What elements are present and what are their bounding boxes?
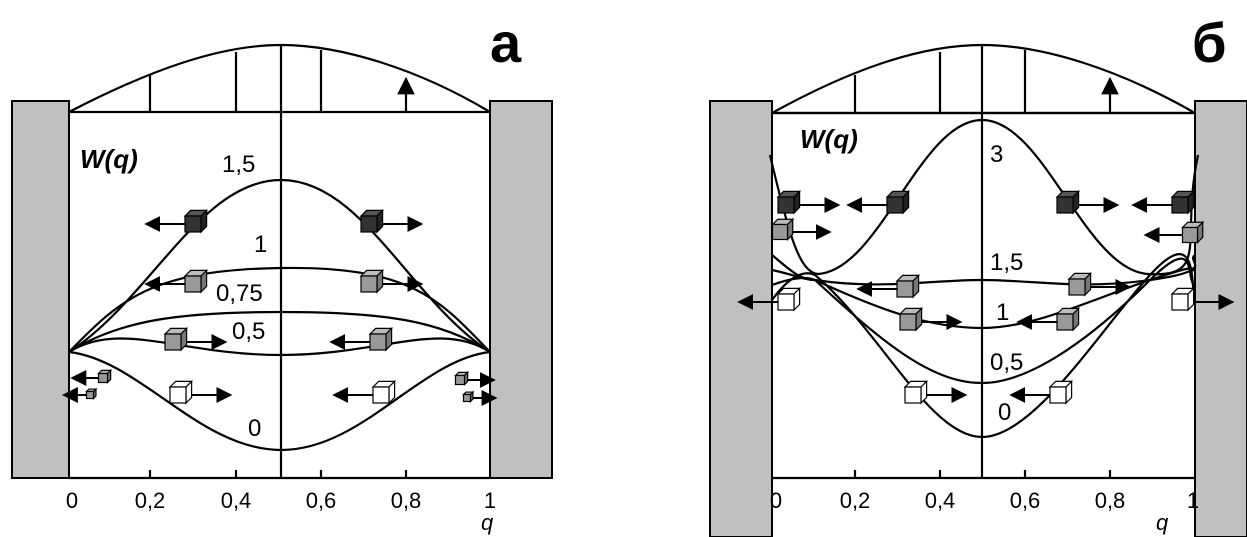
panel-letter: б (1192, 11, 1227, 74)
cube (886, 196, 904, 214)
x-tick-label: 0,4 (925, 488, 956, 513)
x-tick-label: 0,2 (135, 488, 166, 513)
wall (1194, 100, 1247, 537)
cube (1181, 226, 1199, 244)
cube (777, 293, 795, 311)
ticks (853, 470, 1112, 478)
y-label: W(q) (80, 144, 138, 174)
wall (709, 100, 773, 537)
ticks (148, 470, 408, 478)
wall (11, 100, 70, 479)
x-tick-label: 0 (66, 488, 78, 513)
cube (372, 386, 390, 404)
cube (462, 393, 472, 403)
curve-label: 1,5 (222, 151, 255, 178)
wall (489, 100, 553, 479)
cube (1171, 293, 1189, 311)
x-label: q (1156, 510, 1169, 535)
x-tick-label: 0 (770, 488, 782, 513)
cube (184, 215, 202, 233)
x-label: q (481, 510, 494, 535)
cube (771, 223, 789, 241)
curve (68, 266, 491, 353)
panel-letter: а (490, 11, 522, 74)
x-tick-label: 0,8 (391, 488, 422, 513)
cube (85, 390, 95, 400)
x-tick-label: 1 (484, 488, 496, 513)
curve-label: 1 (996, 299, 1009, 326)
cube (899, 313, 917, 331)
x-tick-label: 0,8 (1095, 488, 1126, 513)
cube (184, 275, 202, 293)
cube (369, 333, 387, 351)
curve-label: 1,5 (990, 249, 1023, 276)
cube (1171, 196, 1189, 214)
cube (360, 215, 378, 233)
curve-label: 0 (248, 415, 261, 442)
x-tick-label: 0,6 (1010, 488, 1041, 513)
envelope (68, 43, 491, 113)
cube (896, 280, 914, 298)
cube (169, 386, 187, 404)
envelope-arrows (148, 50, 406, 112)
cube (360, 275, 378, 293)
cube (1049, 386, 1067, 404)
cube (97, 372, 109, 384)
x-tick-label: 1 (1187, 488, 1199, 513)
frame (69, 45, 490, 480)
curve-label: 0,5 (990, 349, 1023, 376)
curve (68, 350, 491, 452)
cube (1068, 278, 1086, 296)
panel-b: б W(q) q 3 1,5 1 0,5 0 (709, 11, 1247, 537)
curve (68, 310, 491, 353)
curve (68, 337, 491, 357)
x-tick-label: 0,6 (306, 488, 337, 513)
panel-a: а W(q) q 1,5 1 0,75 0,5 0 (11, 11, 553, 535)
cube (904, 386, 922, 404)
curve-label: 3 (990, 141, 1003, 168)
curve-label: 0 (998, 399, 1011, 426)
y-label: W(q) (800, 124, 858, 154)
frame (772, 45, 1195, 480)
envelope-arrows (853, 50, 1110, 113)
cube (777, 196, 795, 214)
curve-label: 1 (254, 231, 267, 258)
cube (1056, 196, 1074, 214)
curve (771, 253, 1197, 439)
cube (454, 374, 466, 386)
envelope (771, 43, 1196, 114)
curve (771, 257, 1196, 385)
cube (164, 333, 182, 351)
curve (768, 118, 1200, 276)
curve-label: 0,75 (216, 280, 263, 307)
curve-label: 0,5 (232, 318, 265, 345)
cube (1056, 313, 1074, 331)
x-tick-label: 0,4 (221, 488, 252, 513)
x-tick-label: 0,2 (840, 488, 871, 513)
